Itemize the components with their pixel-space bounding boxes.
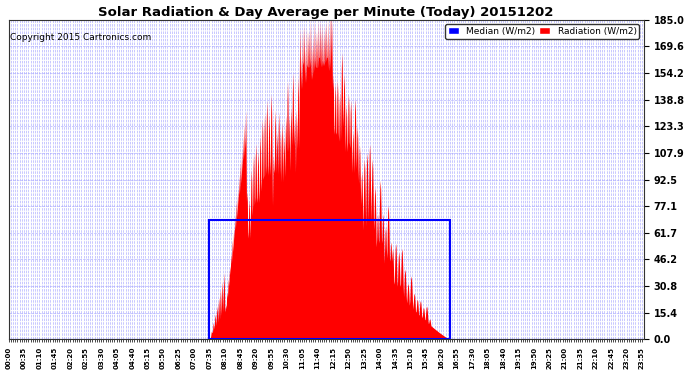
Text: Copyright 2015 Cartronics.com: Copyright 2015 Cartronics.com — [10, 33, 151, 42]
Legend: Median (W/m2), Radiation (W/m2): Median (W/m2), Radiation (W/m2) — [445, 24, 639, 39]
Title: Solar Radiation & Day Average per Minute (Today) 20151202: Solar Radiation & Day Average per Minute… — [99, 6, 554, 18]
Bar — [209, 220, 450, 339]
